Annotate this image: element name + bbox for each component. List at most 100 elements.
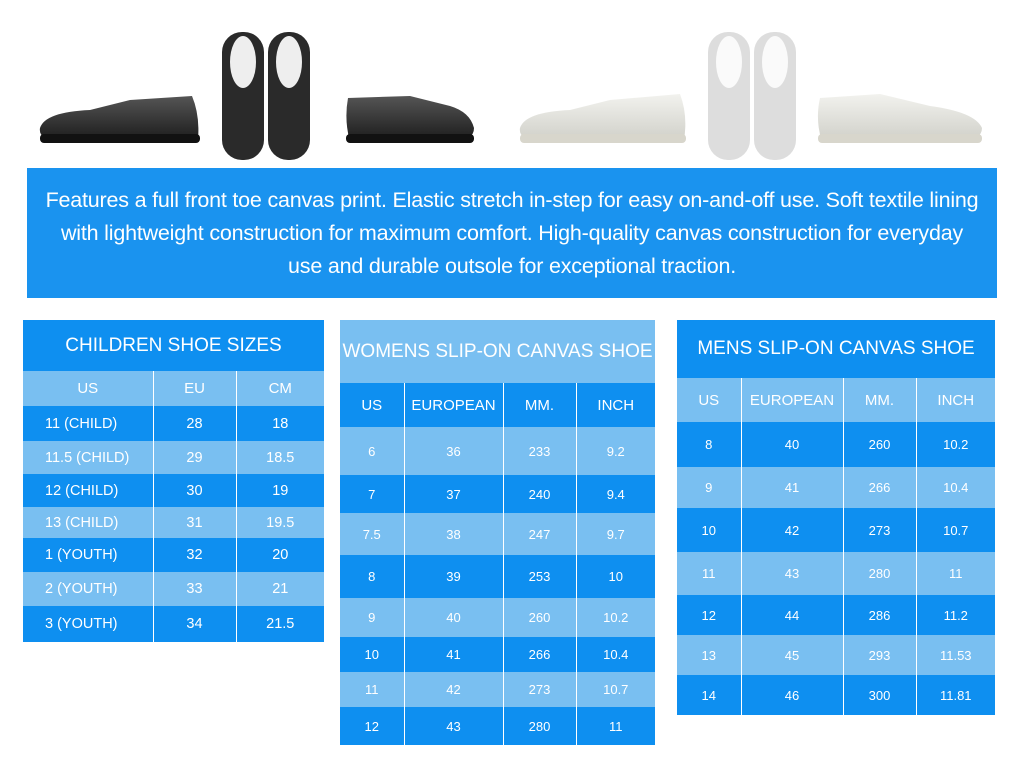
black-shoe-top-image <box>222 32 310 160</box>
column-header: US <box>77 380 99 397</box>
table-cell: 19 <box>235 474 325 507</box>
table-row: 2 (YOUTH) 33 21 <box>23 572 325 606</box>
table-cell: 12 <box>701 607 716 623</box>
table-cell: 40 <box>403 598 503 637</box>
table-title-row: MENS SLIP-ON CANVAS SHOE <box>677 320 996 378</box>
feature-description-banner: Features a full front toe canvas print. … <box>27 168 997 298</box>
table-cell: 11.5 (CHILD) <box>45 449 130 466</box>
table-cell: 32 <box>152 538 236 572</box>
table-cell: 19.5 <box>235 507 325 538</box>
table-cell: 28 <box>152 406 236 441</box>
table-cell: 7.5 <box>362 526 381 542</box>
table-cell: 11 <box>915 552 996 595</box>
table-cell: 266 <box>502 637 576 672</box>
table-cell: 10.7 <box>575 672 656 707</box>
table-cell: 42 <box>740 508 843 552</box>
table-row: 6 36 233 9.2 <box>340 427 656 475</box>
table-cell: 11 <box>702 566 716 581</box>
table-title: CHILDREN SHOE SIZES <box>65 334 282 356</box>
table-cell: 18 <box>235 406 325 441</box>
white-shoe-top-image <box>708 32 796 160</box>
table-header-row: US EUROPEAN MM. INCH <box>677 378 996 422</box>
table-cell: 21 <box>235 572 325 606</box>
table-cell: 11 <box>365 682 379 697</box>
table-cell: 37 <box>403 475 503 513</box>
shoe-product-images <box>39 32 982 160</box>
table-row: 12 43 280 11 <box>340 707 656 745</box>
table-cell: 9 <box>705 480 713 495</box>
table-title-row: CHILDREN SHOE SIZES <box>23 320 325 371</box>
table-cell: 44 <box>740 595 843 635</box>
table-cell: 273 <box>502 672 576 707</box>
table-header-row: US EU CM <box>23 371 325 406</box>
table-row: 13 45 293 11.53 <box>677 635 996 675</box>
table-row: 11 (CHILD) 28 18 <box>23 406 325 441</box>
table-cell: 39 <box>403 555 503 598</box>
table-cell: 1 (YOUTH) <box>45 547 118 563</box>
table-cell: 12 (CHILD) <box>45 482 119 499</box>
children-size-table: CHILDREN SHOE SIZES US EU CM 11 (CHILD) 2… <box>23 320 325 642</box>
table-cell: 247 <box>502 513 576 555</box>
table-cell: 21.5 <box>235 606 325 642</box>
table-cell: 10.2 <box>915 422 996 467</box>
table-row: 13 (CHILD) 31 19.5 <box>23 507 325 538</box>
table-row: 7.5 38 247 9.7 <box>340 513 656 555</box>
column-header: MM. <box>842 378 916 422</box>
table-cell: 8 <box>368 569 376 584</box>
table-cell: 11.53 <box>915 635 996 675</box>
table-cell: 30 <box>152 474 236 507</box>
table-cell: 11 <box>575 707 656 745</box>
table-cell: 3 (YOUTH) <box>45 616 118 632</box>
column-header: US <box>698 391 720 409</box>
column-header: EUROPEAN <box>403 383 503 427</box>
table-cell: 20 <box>235 538 325 572</box>
table-cell: 10.4 <box>575 637 656 672</box>
table-cell: 286 <box>842 595 916 635</box>
table-cell: 43 <box>403 707 503 745</box>
table-cell: 12 <box>364 718 379 734</box>
table-cell: 40 <box>740 422 843 467</box>
column-header: CM <box>235 371 325 406</box>
table-cell: 260 <box>842 422 916 467</box>
table-cell: 9.7 <box>575 513 656 555</box>
table-cell: 10 <box>701 522 716 538</box>
table-cell: 34 <box>152 606 236 642</box>
table-row: 12 44 286 11.2 <box>677 595 996 635</box>
table-row: 11 42 273 10.7 <box>340 672 656 707</box>
table-row: 3 (YOUTH) 34 21.5 <box>23 606 325 642</box>
table-cell: 46 <box>740 675 843 715</box>
table-cell: 11 (CHILD) <box>45 415 118 432</box>
table-cell: 41 <box>740 467 843 508</box>
table-cell: 280 <box>502 707 576 745</box>
table-cell: 31 <box>152 507 236 538</box>
table-cell: 10.4 <box>915 467 996 508</box>
column-header: US <box>361 396 383 414</box>
table-row: 10 41 266 10.4 <box>340 637 656 672</box>
table-cell: 273 <box>842 508 916 552</box>
table-cell: 7 <box>368 486 376 502</box>
table-cell: 10.7 <box>915 508 996 552</box>
table-cell: 2 (YOUTH) <box>45 581 118 597</box>
table-title-row: WOMENS SLIP-ON CANVAS SHOE <box>340 320 656 383</box>
table-title: WOMENS SLIP-ON CANVAS SHOE <box>342 340 653 362</box>
table-row: 9 41 266 10.4 <box>677 467 996 508</box>
table-row: 10 42 273 10.7 <box>677 508 996 552</box>
table-cell: 29 <box>152 441 236 474</box>
mens-size-table: MENS SLIP-ON CANVAS SHOE US EUROPEAN MM.… <box>677 320 996 715</box>
table-row: 14 46 300 11.81 <box>677 675 996 715</box>
column-header: EUROPEAN <box>740 378 843 422</box>
white-shoe-side-right-image <box>817 94 982 143</box>
column-header: EU <box>152 371 236 406</box>
table-row: 9 40 260 10.2 <box>340 598 656 637</box>
table-row: 8 40 260 10.2 <box>677 422 996 467</box>
column-header: MM. <box>502 383 576 427</box>
table-cell: 8 <box>705 437 713 452</box>
table-cell: 41 <box>403 637 503 672</box>
table-cell: 9.2 <box>575 427 656 475</box>
black-shoe-side-right-image <box>346 96 474 143</box>
table-cell: 11.81 <box>915 675 996 715</box>
table-cell: 266 <box>842 467 916 508</box>
table-row: 8 39 253 10 <box>340 555 656 598</box>
table-title: MENS SLIP-ON CANVAS SHOE <box>697 338 975 359</box>
table-cell: 43 <box>740 552 843 595</box>
